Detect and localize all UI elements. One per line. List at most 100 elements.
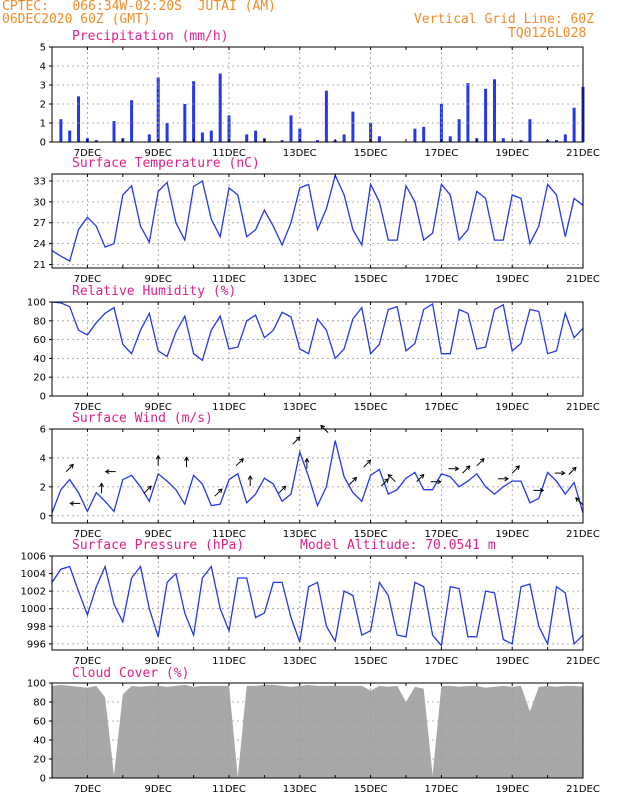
cloud-xtick-label: 9DEC	[145, 784, 172, 795]
temperature-ytick-label: 21	[33, 260, 46, 271]
pressure-title: Surface Pressure (hPa)	[72, 538, 245, 553]
wind-arrow-head	[295, 436, 301, 442]
temperature-ytick-label: 33	[33, 177, 46, 188]
humidity-ytick-label: 100	[27, 298, 46, 309]
cloud-ytick-label: 60	[33, 717, 46, 728]
pressure-xtick-label: 19DEC	[495, 656, 529, 667]
precipitation-xtick-label: 17DEC	[425, 148, 459, 159]
station-header: CPTEC: 066:34W-02:20S JUTAI (AM)	[2, 0, 276, 14]
precipitation-ytick-label: 2	[40, 100, 46, 111]
wind-arrow-head	[147, 485, 152, 491]
cloud-xtick-label: 13DEC	[283, 784, 317, 795]
wind-arrow	[292, 436, 301, 445]
wind-frame	[51, 428, 584, 524]
pressure-ytick-label: 1002	[21, 587, 46, 598]
precipitation-bar	[324, 90, 328, 142]
pressure-xtick-label: 13DEC	[283, 656, 317, 667]
humidity-xtick-label: 21DEC	[566, 402, 600, 413]
precipitation-bar	[555, 140, 558, 142]
humidity-xtick-label: 11DEC	[212, 402, 246, 413]
cloud-area	[52, 684, 583, 778]
temperature-xtick-label: 7DEC	[74, 274, 101, 285]
humidity-title: Relative Humidity (%)	[72, 284, 237, 299]
precipitation-bar	[289, 115, 293, 142]
humidity-ytick-label: 60	[33, 335, 46, 346]
temperature-xtick-label: 17DEC	[425, 274, 459, 285]
humidity-series-line	[51, 301, 584, 362]
precipitation-ytick-label: 1	[40, 119, 46, 130]
precipitation-xtick-label: 21DEC	[566, 148, 600, 159]
wind-xtick-label: 7DEC	[74, 529, 101, 540]
wind-ytick-label: 4	[40, 453, 46, 464]
precipitation-ytick-label: 3	[40, 81, 46, 92]
temperature-xtick-label: 21DEC	[566, 274, 600, 285]
precipitation-xtick-label: 15DEC	[354, 148, 388, 159]
temperature-xtick-label: 13DEC	[283, 274, 317, 285]
wind-arrow	[363, 459, 371, 468]
cloud-ytick-label: 20	[33, 755, 46, 766]
wind-arrow	[387, 474, 396, 483]
wind-arrow	[214, 488, 223, 497]
wind-arrow	[278, 485, 286, 494]
precipitation-bar	[112, 121, 116, 142]
pressure-ytick-label: 1004	[21, 569, 46, 580]
wind-ytick-label: 6	[40, 425, 46, 436]
wind-arrow-head	[454, 466, 460, 472]
precipitation-bar	[342, 134, 346, 142]
wind-arrow-head	[320, 424, 326, 430]
wind-arrow	[575, 497, 584, 506]
wind-arrow-head	[419, 474, 425, 479]
wind-arrow-head	[247, 475, 253, 480]
wind-arrow-head	[281, 485, 287, 491]
wind-arrow-head	[571, 466, 577, 472]
pressure-series-line	[51, 564, 584, 648]
temperature-xtick-label: 19DEC	[495, 274, 529, 285]
humidity-xtick-label: 17DEC	[425, 402, 459, 413]
cloud-xtick-label: 17DEC	[425, 784, 459, 795]
date-header: 06DEC2020 60Z (GMT)	[2, 12, 151, 27]
cloud-xtick-label: 19DEC	[495, 784, 529, 795]
pressure-frame	[51, 555, 584, 651]
temperature-frame	[51, 173, 584, 269]
cloud-ytick-label: 40	[33, 736, 46, 747]
wind-arrow-head	[155, 454, 161, 460]
precipitation-bar	[165, 123, 169, 142]
wind-ytick-label: 0	[40, 511, 46, 522]
precipitation-bar	[484, 88, 488, 142]
precipitation-bar	[77, 96, 80, 142]
temperature-ytick-label: 24	[33, 239, 46, 250]
precipitation-ytick-label: 4	[40, 62, 46, 73]
wind-arrow-head	[99, 482, 105, 487]
precipitation-bar	[563, 134, 567, 142]
pressure-xtick-label: 21DEC	[566, 656, 600, 667]
wind-arrow	[416, 474, 425, 483]
wind-arrow	[349, 477, 357, 485]
precipitation-xtick-label: 11DEC	[212, 148, 246, 159]
precipitation-bar	[245, 134, 249, 142]
precipitation-bar	[351, 111, 355, 142]
pressure-ytick-label: 998	[27, 622, 46, 633]
cloud-title: Cloud Cover (%)	[72, 666, 190, 681]
precipitation-bar	[519, 140, 523, 142]
wind-ytick-label: 2	[40, 482, 46, 493]
cloud-xtick-label: 11DEC	[212, 784, 246, 795]
model-code: TQ0126L028	[508, 26, 587, 41]
precipitation-bar	[147, 134, 151, 142]
pressure-ytick-label: 1000	[21, 604, 46, 615]
precipitation-bar	[298, 128, 302, 142]
humidity-ytick-label: 40	[33, 354, 46, 365]
humidity-frame	[51, 301, 584, 397]
precipitation-frame	[51, 46, 584, 143]
precipitation-bar	[422, 126, 426, 142]
wind-arrow-head	[504, 476, 509, 482]
wind-arrow-head	[515, 465, 520, 471]
pressure-xtick-label: 15DEC	[354, 656, 388, 667]
wind-arrow	[65, 464, 74, 472]
precipitation-bar	[448, 136, 452, 142]
precipitation-bar	[316, 140, 319, 142]
precipitation-xtick-label: 19DEC	[495, 148, 529, 159]
precipitation-bar	[130, 100, 134, 142]
temperature-xtick-label: 9DEC	[145, 274, 172, 285]
